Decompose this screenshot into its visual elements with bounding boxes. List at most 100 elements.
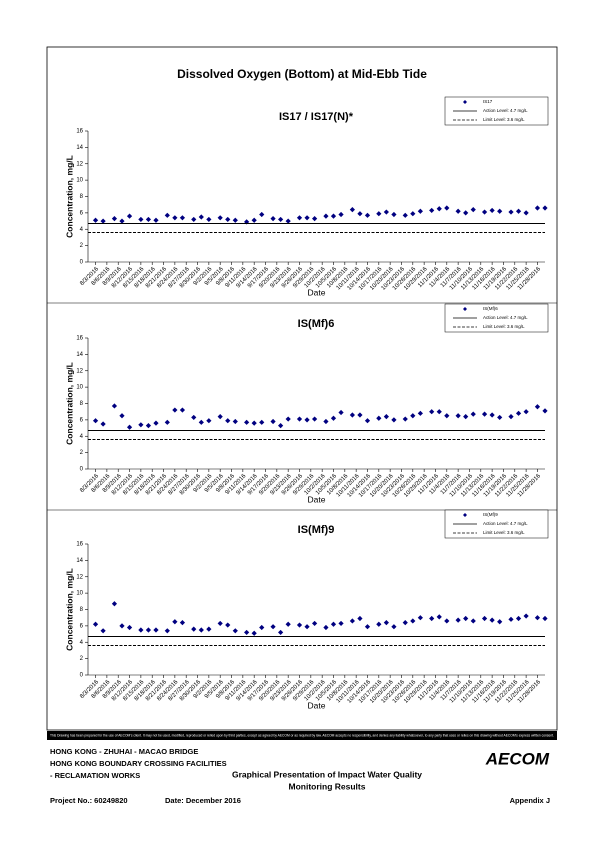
chart-title: IS(Mf)6 bbox=[298, 318, 335, 330]
legend-label: IS(Mf)9 bbox=[483, 512, 498, 517]
data-point bbox=[259, 419, 265, 425]
data-point bbox=[251, 217, 257, 223]
data-point bbox=[312, 620, 318, 627]
data-point bbox=[444, 413, 450, 419]
legend-label: Action Level: 4.7 mg/L bbox=[483, 315, 528, 320]
data-point bbox=[126, 424, 133, 430]
legend-label: Action Level: 4.7 mg/L bbox=[483, 521, 528, 526]
data-point bbox=[489, 207, 495, 214]
data-point bbox=[523, 409, 529, 415]
y-tick-label: 0 bbox=[80, 260, 84, 266]
y-axis-label: Concentration, mg/L bbox=[64, 155, 74, 238]
data-point bbox=[153, 420, 159, 426]
data-point bbox=[270, 418, 276, 425]
data-point bbox=[523, 613, 529, 619]
y-tick-label: 12 bbox=[76, 161, 83, 167]
data-point bbox=[92, 418, 99, 424]
y-tick-label: 14 bbox=[76, 145, 83, 151]
legend-label: IS(Mf)6 bbox=[483, 306, 498, 311]
y-tick-label: 10 bbox=[76, 178, 83, 184]
data-point bbox=[489, 617, 495, 623]
legend-label: Limit Level: 3.6 mg/L bbox=[483, 530, 525, 535]
data-point bbox=[515, 410, 522, 416]
y-tick-label: 2 bbox=[80, 450, 84, 456]
disclaimer-bar bbox=[47, 731, 557, 740]
data-point bbox=[391, 624, 397, 630]
project-line: HONG KONG - ZHUHAI - MACAO BRIDGE bbox=[50, 747, 198, 756]
data-point bbox=[357, 211, 363, 217]
data-point bbox=[455, 208, 461, 214]
data-point bbox=[429, 615, 435, 622]
project-line: - RECLAMATION WORKS bbox=[50, 771, 140, 780]
data-point bbox=[270, 624, 276, 630]
y-tick-label: 0 bbox=[80, 673, 84, 679]
y-tick-label: 6 bbox=[80, 210, 84, 216]
data-point bbox=[138, 422, 144, 428]
data-point bbox=[100, 421, 106, 427]
data-point bbox=[323, 213, 329, 219]
data-point bbox=[285, 416, 291, 422]
data-point bbox=[312, 216, 318, 222]
data-point bbox=[217, 620, 223, 627]
data-point bbox=[376, 211, 382, 217]
data-point bbox=[481, 209, 488, 215]
data-point bbox=[410, 211, 416, 217]
data-point bbox=[191, 216, 197, 223]
y-tick-label: 6 bbox=[80, 623, 84, 629]
data-point bbox=[402, 620, 408, 626]
y-tick-label: 4 bbox=[80, 434, 84, 440]
data-point bbox=[470, 207, 476, 213]
data-point bbox=[402, 416, 408, 422]
data-point bbox=[172, 215, 178, 221]
data-point bbox=[410, 413, 416, 419]
data-point bbox=[278, 216, 284, 223]
data-point bbox=[304, 417, 310, 423]
data-point bbox=[481, 615, 488, 622]
data-point bbox=[330, 415, 337, 421]
data-point bbox=[542, 615, 548, 622]
data-point bbox=[508, 209, 514, 215]
data-point bbox=[232, 217, 238, 223]
data-point bbox=[278, 629, 284, 636]
frame bbox=[46, 46, 558, 731]
data-point bbox=[470, 618, 476, 624]
data-point bbox=[244, 419, 250, 425]
data-point bbox=[444, 618, 450, 624]
data-point bbox=[417, 615, 423, 621]
data-point bbox=[515, 615, 522, 622]
data-point bbox=[92, 621, 99, 627]
data-point bbox=[534, 615, 541, 621]
data-point bbox=[349, 207, 355, 213]
data-point bbox=[455, 413, 461, 419]
y-tick-label: 2 bbox=[80, 243, 84, 249]
data-point bbox=[402, 212, 408, 218]
data-point bbox=[206, 216, 212, 223]
data-point bbox=[119, 623, 125, 629]
data-point bbox=[481, 411, 488, 417]
legend-marker bbox=[463, 100, 467, 104]
data-point bbox=[296, 215, 303, 221]
project-line: HONG KONG BOUNDARY CROSSING FACILITIES bbox=[50, 759, 227, 768]
data-point bbox=[111, 216, 118, 222]
data-point bbox=[391, 211, 397, 218]
y-tick-label: 4 bbox=[80, 640, 84, 646]
data-point bbox=[100, 628, 106, 634]
data-point bbox=[179, 407, 186, 413]
y-tick-label: 8 bbox=[80, 401, 84, 407]
data-point bbox=[100, 218, 106, 224]
data-point bbox=[232, 418, 238, 425]
data-point bbox=[542, 205, 548, 211]
data-point bbox=[138, 216, 144, 223]
data-point bbox=[508, 616, 514, 622]
data-point bbox=[463, 414, 469, 420]
legend-marker bbox=[463, 307, 467, 311]
data-point bbox=[126, 213, 133, 219]
data-point bbox=[349, 618, 355, 624]
data-point bbox=[225, 216, 231, 223]
data-point bbox=[312, 416, 318, 422]
data-point bbox=[217, 215, 223, 221]
data-point bbox=[270, 216, 276, 222]
data-point bbox=[198, 627, 204, 633]
data-point bbox=[285, 621, 291, 627]
